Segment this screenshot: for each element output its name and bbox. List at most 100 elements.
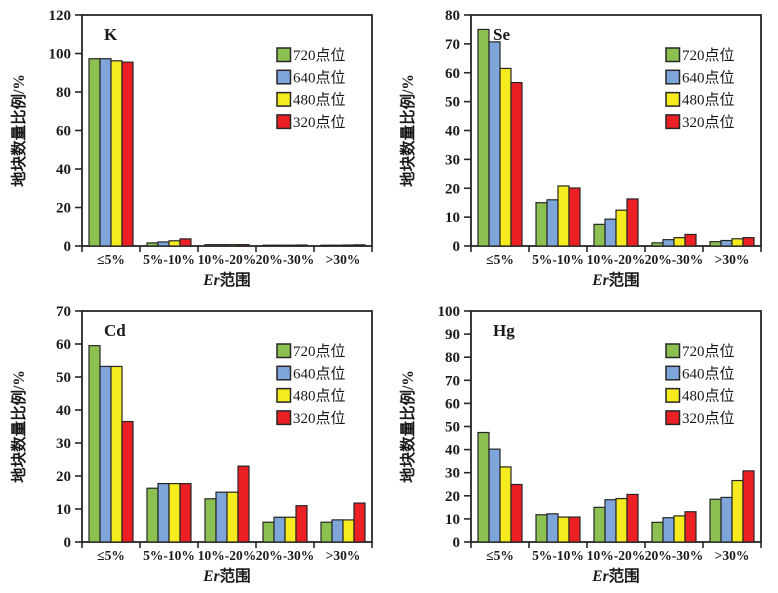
bar bbox=[295, 505, 308, 543]
chart-title: Cd bbox=[104, 321, 126, 340]
legend-label: 320点位 bbox=[293, 114, 346, 131]
bar bbox=[535, 514, 548, 543]
bar bbox=[593, 506, 606, 543]
x-category-label: 5%-10% bbox=[532, 548, 584, 563]
legend-swatch bbox=[665, 47, 681, 63]
x-category-label: ≤5% bbox=[97, 252, 125, 267]
chart-Se: 0 10 20 30 40 50 60 70 80 ≤5% 5%-10% 10%-20% 20%-30%… bbox=[398, 8, 762, 289]
bar bbox=[320, 521, 333, 543]
bar bbox=[604, 499, 617, 543]
legend-swatch bbox=[276, 387, 292, 403]
bar bbox=[157, 241, 170, 247]
legend-swatch bbox=[276, 365, 292, 381]
x-category-label: 5%-10% bbox=[143, 252, 195, 267]
y-tick-label: 80 bbox=[445, 8, 460, 24]
legend-swatch bbox=[665, 91, 681, 107]
bar bbox=[320, 244, 333, 247]
bar bbox=[273, 516, 286, 543]
bar bbox=[342, 244, 355, 247]
bar bbox=[510, 483, 523, 543]
legend-label: 640点位 bbox=[682, 69, 735, 86]
legend-swatch bbox=[665, 114, 681, 130]
x-category-label: 10%-20% bbox=[198, 252, 257, 267]
y-tick-label: 0 bbox=[64, 239, 72, 255]
bar bbox=[262, 244, 275, 247]
bar bbox=[546, 513, 559, 543]
x-axis-label: Er范围 bbox=[202, 270, 250, 289]
legend-swatch bbox=[665, 365, 681, 381]
bar bbox=[477, 28, 490, 247]
x-category-label: ≤5% bbox=[486, 548, 514, 563]
x-category-label: 20%-30% bbox=[645, 252, 704, 267]
bar bbox=[742, 237, 755, 247]
y-tick-label: 10 bbox=[445, 210, 460, 226]
legend-label: 320点位 bbox=[682, 410, 735, 427]
legend-label: 720点位 bbox=[293, 343, 346, 360]
bar bbox=[499, 67, 512, 247]
bar bbox=[121, 61, 134, 247]
chart-Cd: 0 10 20 30 40 50 60 70 ≤5% 5%-10% 10%-20% 20%-30% >3… bbox=[9, 304, 373, 585]
y-tick-label: 40 bbox=[445, 124, 460, 140]
bar bbox=[720, 496, 733, 543]
bar bbox=[146, 242, 159, 247]
bar bbox=[709, 498, 722, 543]
legend-swatch bbox=[276, 114, 292, 130]
bar bbox=[684, 511, 697, 543]
legend-label: 720点位 bbox=[682, 343, 735, 360]
legend-swatch bbox=[276, 69, 292, 85]
y-tick-label: 100 bbox=[49, 47, 72, 63]
y-tick-label: 30 bbox=[445, 466, 460, 482]
x-category-label: 20%-30% bbox=[256, 252, 315, 267]
bar bbox=[662, 517, 675, 543]
x-category-label: 20%-30% bbox=[256, 548, 315, 563]
bar bbox=[237, 465, 250, 543]
y-tick-label: 20 bbox=[445, 181, 460, 197]
y-tick-label: 0 bbox=[453, 535, 461, 551]
bar bbox=[615, 497, 628, 543]
bar bbox=[146, 487, 159, 543]
bar bbox=[168, 482, 181, 543]
y-tick-label: 70 bbox=[445, 37, 460, 53]
bar bbox=[353, 244, 366, 247]
y-axis-label: 地块数量比例/% bbox=[398, 370, 417, 483]
bar bbox=[204, 244, 217, 247]
x-axis-label: Er范围 bbox=[591, 270, 639, 289]
y-tick-label: 100 bbox=[438, 304, 461, 320]
y-tick-label: 60 bbox=[445, 396, 460, 412]
bar bbox=[284, 516, 297, 543]
y-tick-label: 0 bbox=[453, 239, 461, 255]
bar bbox=[626, 198, 639, 247]
bar bbox=[204, 498, 217, 543]
bar bbox=[546, 199, 559, 247]
chart-title: K bbox=[104, 25, 118, 44]
legend-label: 640点位 bbox=[293, 365, 346, 382]
y-tick-label: 20 bbox=[56, 201, 71, 217]
chart-K: 0 20 40 60 80 100 120 ≤5% 5%-10% 10%-20% 20%-30% >3… bbox=[9, 8, 373, 289]
legend-label: 320点位 bbox=[682, 114, 735, 131]
bar bbox=[593, 223, 606, 247]
legend-label: 320点位 bbox=[293, 410, 346, 427]
y-tick-label: 80 bbox=[445, 350, 460, 366]
y-axis-label: 地块数量比例/% bbox=[398, 74, 417, 187]
legend-swatch bbox=[276, 410, 292, 426]
bar bbox=[215, 244, 228, 247]
legend-swatch bbox=[276, 343, 292, 359]
chart-title: Hg bbox=[493, 321, 515, 340]
chart-Hg: 0 10 20 30 40 50 60 70 80 90 100 ≤5% 5%-10% 10%-20% 20… bbox=[398, 304, 762, 585]
bar bbox=[651, 242, 664, 247]
bar bbox=[262, 521, 275, 543]
bar bbox=[557, 185, 570, 247]
legend-swatch bbox=[665, 387, 681, 403]
legend-swatch bbox=[665, 343, 681, 359]
bar bbox=[179, 238, 192, 247]
bar bbox=[615, 209, 628, 247]
bar bbox=[88, 345, 101, 543]
bar bbox=[662, 239, 675, 247]
chart-panel-Hg: 0 10 20 30 40 50 60 70 80 90 100 ≤5% 5%-10% 10%-20% 20… bbox=[389, 296, 778, 593]
x-category-label: 20%-30% bbox=[645, 548, 704, 563]
bar bbox=[121, 420, 134, 543]
y-tick-label: 50 bbox=[56, 370, 71, 386]
legend-swatch bbox=[276, 91, 292, 107]
y-tick-label: 30 bbox=[445, 152, 460, 168]
y-axis-label: 地块数量比例/% bbox=[9, 74, 28, 187]
